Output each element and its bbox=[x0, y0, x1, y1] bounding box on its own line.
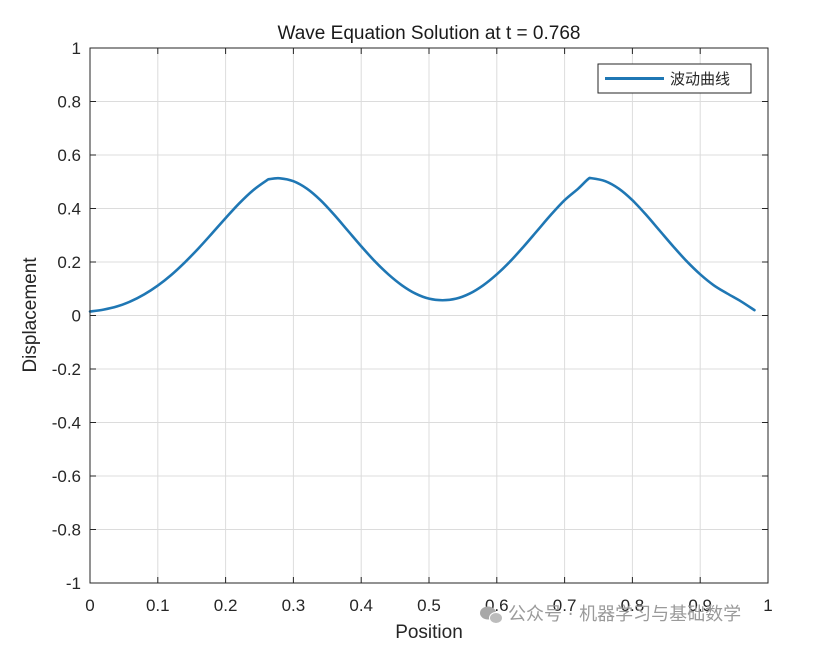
x-tick-label: 0 bbox=[85, 596, 94, 615]
y-tick-label: 0.6 bbox=[57, 146, 81, 165]
y-tick-label: 0 bbox=[72, 307, 81, 326]
x-tick-label: 0.9 bbox=[688, 596, 712, 615]
curve-layer bbox=[88, 176, 756, 313]
series-line bbox=[88, 176, 756, 313]
legend-label: 波动曲线 bbox=[670, 70, 730, 88]
watermark-text: 公众号 · 机器学习与基础数学 bbox=[508, 604, 741, 625]
y-tick-label: 0.2 bbox=[57, 253, 81, 272]
y-tick-label: 0.8 bbox=[57, 93, 81, 112]
x-tick-label: 0.3 bbox=[282, 596, 306, 615]
y-tick-label: -0.4 bbox=[52, 414, 81, 433]
y-tick-label: -0.6 bbox=[52, 467, 81, 486]
y-tick-label: 0.4 bbox=[57, 200, 81, 219]
legend: 波动曲线 bbox=[597, 63, 752, 94]
watermark: 公众号 · 机器学习与基础数学 bbox=[480, 604, 741, 625]
y-axis-title: Displacement bbox=[20, 257, 41, 373]
x-tick-label: 0.2 bbox=[214, 596, 238, 615]
x-tick-label: 0.5 bbox=[417, 596, 441, 615]
x-tick-label: 0.8 bbox=[621, 596, 645, 615]
y-tick-label: -0.2 bbox=[52, 360, 81, 379]
x-tick-label: 0.4 bbox=[349, 596, 373, 615]
x-tick-label: 1 bbox=[763, 596, 772, 615]
x-tick-label: 0.7 bbox=[553, 596, 577, 615]
y-tick-label: -1 bbox=[66, 574, 81, 593]
x-axis-title: Position bbox=[395, 622, 463, 643]
y-tick-label: 1 bbox=[72, 39, 81, 58]
wechat-icon bbox=[480, 606, 503, 624]
x-tick-label: 0.1 bbox=[146, 596, 170, 615]
y-tick-label: -0.8 bbox=[52, 521, 81, 540]
tick-marks bbox=[89, 47, 769, 584]
y-tick-labels: 1 0.8 0.6 0.4 0.2 0 -0.2 -0.4 -0.6 -0.8 -1 bbox=[52, 39, 81, 593]
chart-title: Wave Equation Solution at t = 0.768 bbox=[278, 23, 581, 44]
